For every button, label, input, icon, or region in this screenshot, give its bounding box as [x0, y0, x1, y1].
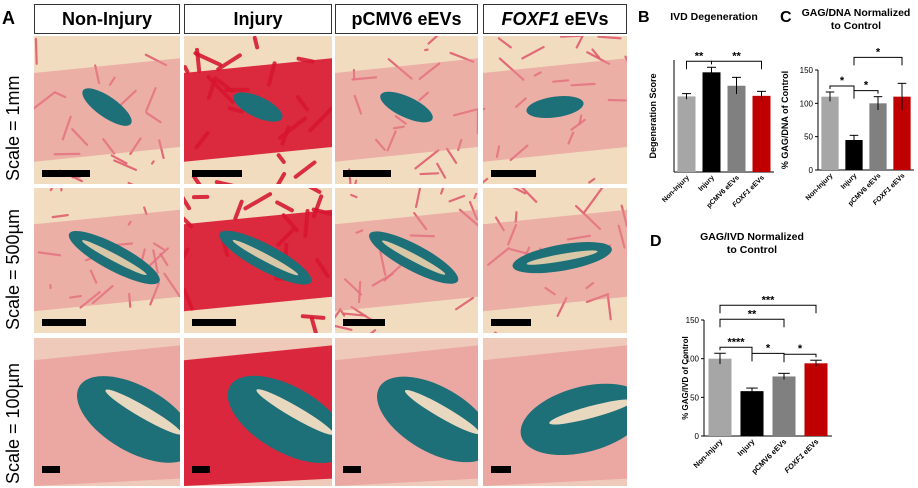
column-header-foxf1: FOXF1 eEVs — [483, 4, 627, 34]
significance-bracket — [719, 318, 785, 328]
x-tick-label: Non-Injury — [805, 172, 835, 202]
scale-bar — [343, 170, 391, 177]
scale-bar — [192, 319, 236, 326]
y-axis-label: % GAG/DNA of Control — [780, 71, 790, 169]
column-header-foxf1-gene: FOXF1 — [501, 8, 560, 29]
x-tick-label: Injury — [840, 172, 859, 191]
significance-label: * — [864, 80, 869, 92]
panel-letter: D — [650, 233, 662, 250]
histology-pcmv6-100um — [335, 338, 478, 486]
significance-label: * — [840, 75, 845, 87]
y-axis-label: Degeneration Score — [648, 73, 658, 158]
significance-bracket — [711, 60, 762, 70]
bar-pcmv6 — [727, 85, 746, 172]
significance-bracket — [853, 56, 903, 66]
chart-title: GAG/IVD Normalized — [700, 231, 804, 243]
significance-bracket — [783, 353, 817, 363]
y-tick-label: 50 — [804, 133, 813, 142]
histology-non-injury-1mm — [34, 36, 180, 184]
scale-bar — [343, 319, 385, 326]
significance-bracket — [719, 346, 753, 356]
histology-pcmv6-500um — [335, 188, 478, 333]
y-tick-label: 0 — [809, 166, 814, 175]
panel-a-letter: A — [2, 8, 15, 28]
y-tick-label: 0 — [695, 432, 700, 441]
y-tick-label: 100 — [686, 355, 700, 364]
histology-injury-100um — [184, 338, 332, 486]
scale-bar — [491, 466, 511, 473]
significance-label: * — [766, 342, 771, 354]
y-tick-label: 50 — [690, 393, 699, 402]
bar-pcmv6 — [869, 103, 887, 170]
significance-label: **** — [727, 336, 745, 348]
scale-bar — [42, 466, 60, 473]
chart-title: to Control — [727, 244, 777, 256]
bar-injury — [702, 72, 721, 172]
significance-bracket — [751, 352, 785, 362]
scale-bar — [491, 319, 531, 326]
significance-bracket — [853, 90, 879, 99]
histology-injury-1mm — [184, 36, 332, 184]
significance-label: ** — [732, 50, 741, 62]
histology-non-injury-500um — [34, 188, 180, 333]
y-tick-label: 100 — [800, 99, 814, 108]
y-tick-label: 150 — [800, 66, 814, 75]
significance-label: * — [798, 343, 803, 355]
scale-bar — [192, 466, 210, 473]
bar-non-injury — [677, 96, 696, 172]
histology-non-injury-100um — [34, 338, 180, 486]
x-tick-label: Injury — [697, 174, 716, 193]
y-axis-label: % GAG/IVD of Control — [681, 336, 690, 420]
histology-pcmv6-1mm — [335, 36, 478, 184]
bar-injury — [740, 391, 764, 436]
column-header-pcmv6: pCMV6 eEVs — [335, 4, 478, 34]
column-header-non-injury: Non-Injury — [34, 4, 180, 34]
chart-title: to Control — [831, 20, 881, 32]
significance-label: ** — [695, 50, 704, 62]
histology-foxf1-1mm — [483, 36, 627, 184]
significance-bracket — [686, 60, 712, 70]
histology-foxf1-500um — [483, 188, 627, 333]
row-label-100um: Scale = 100µm — [3, 363, 23, 484]
panel-letter: B — [638, 9, 650, 26]
bar-foxf1 — [893, 96, 911, 170]
significance-bracket — [719, 304, 817, 314]
bar-non-injury — [708, 358, 732, 436]
significance-bracket — [829, 85, 855, 94]
histology-foxf1-100um — [483, 338, 627, 486]
bar-foxf1 — [752, 95, 771, 172]
bar-pcmv6 — [772, 376, 796, 436]
significance-label: *** — [762, 294, 776, 306]
scale-bar — [42, 170, 90, 177]
bar-non-injury — [821, 96, 839, 170]
column-header-foxf1-rest: eEVs — [559, 8, 609, 29]
significance-label: * — [876, 46, 881, 58]
x-tick-label: FOXF1 eEVs — [783, 437, 821, 475]
chart-title: IVD Degeneration — [670, 11, 758, 23]
y-tick-label: 150 — [686, 316, 700, 325]
scale-bar — [42, 319, 86, 326]
scale-bar — [192, 170, 242, 177]
scale-bar — [343, 466, 361, 473]
x-tick-label: Injury — [736, 436, 757, 457]
row-label-1mm: Scale = 1mm — [3, 75, 23, 181]
x-tick-label: Non-Injury — [692, 436, 725, 469]
column-header-injury: Injury — [184, 4, 332, 34]
scale-bar — [491, 170, 536, 177]
row-label-500um: Scale = 500µm — [3, 209, 23, 330]
histology-injury-500um — [184, 188, 332, 333]
significance-label: ** — [748, 308, 757, 320]
bar-injury — [845, 140, 863, 170]
panel-letter: C — [780, 9, 792, 26]
x-tick-label: Non-Injury — [661, 174, 691, 204]
chart-title: GAG/DNA Normalized — [802, 7, 911, 19]
chart-panel-b: IVD Degeneration B Degeneration Score Non-I… — [638, 9, 774, 210]
bar-foxf1 — [804, 363, 828, 436]
